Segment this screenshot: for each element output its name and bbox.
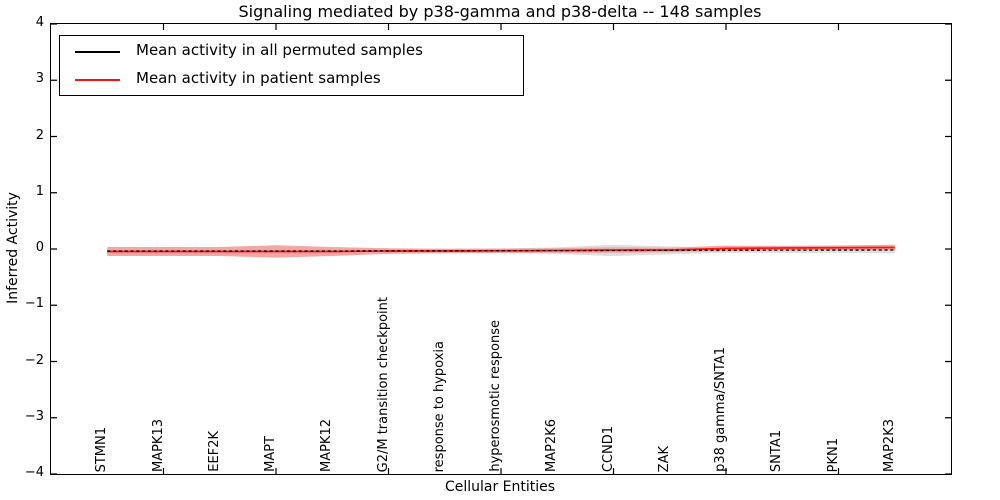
plot-canvas xyxy=(51,24,951,474)
x-tick-label: G2/M transition checkpoint xyxy=(375,296,391,472)
y-tick-label: −3 xyxy=(24,408,44,424)
x-axis-label: Cellular Entities xyxy=(444,479,556,495)
x-tick-label: MAP2K6 xyxy=(544,418,560,472)
axis-ticks xyxy=(51,24,951,474)
y-tick-label: −2 xyxy=(24,352,44,368)
permuted-mean-line xyxy=(107,249,895,252)
x-tick-label: MAP2K3 xyxy=(881,418,897,472)
x-tick-label: PKN1 xyxy=(825,437,841,472)
legend-label-patient: Mean activity in patient samples xyxy=(136,69,381,87)
chart-title: Signaling mediated by p38-gamma and p38-… xyxy=(238,2,762,21)
patient-mean-line xyxy=(107,246,895,253)
x-tick-label: MAPK12 xyxy=(319,418,335,472)
x-tick-label: ZAK xyxy=(656,445,672,472)
x-tick-label: MAPK13 xyxy=(150,418,166,472)
legend-entry-patient: Mean activity in patient samples xyxy=(60,66,523,94)
y-tick-label: −1 xyxy=(24,296,44,312)
x-tick-label: hyperosmotic response xyxy=(488,320,503,472)
x-tick-label: STMN1 xyxy=(94,426,110,472)
y-tick-label: 1 xyxy=(35,183,44,199)
y-tick-label: 2 xyxy=(35,127,44,143)
y-tick-label: 3 xyxy=(35,71,44,87)
x-tick-label: p38 gamma/SNTA1 xyxy=(713,347,728,472)
y-tick-label: 0 xyxy=(35,240,44,255)
x-tick-label: response to hypoxia xyxy=(431,340,447,472)
x-tick-label: CCND1 xyxy=(600,425,616,472)
plot-area: STMN1 MAPK13 EEF2K MAPT MAPK12 G2/M transitio… xyxy=(50,23,952,475)
y-tick-label: 4 xyxy=(35,15,44,30)
legend-label-permuted: Mean activity in all permuted samples xyxy=(136,41,423,59)
patient-line-sample xyxy=(75,79,120,81)
x-tick-label: SNTA1 xyxy=(769,429,785,472)
legend-entry-permuted: Mean activity in all permuted samples xyxy=(60,38,523,66)
legend: Mean activity in all permuted samples Me… xyxy=(59,35,524,96)
y-tick-label: −4 xyxy=(24,465,44,480)
x-tick-label: EEF2K xyxy=(206,431,222,472)
permuted-line-sample xyxy=(75,51,120,53)
x-tick-label: MAPT xyxy=(263,436,278,472)
